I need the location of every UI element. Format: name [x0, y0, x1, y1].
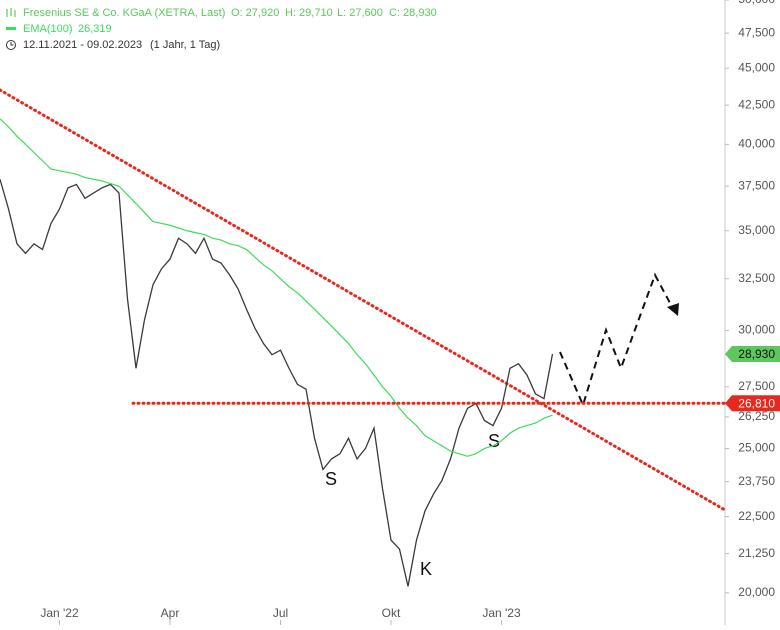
- y-tick-label: 25,000: [738, 441, 775, 455]
- period: (1 Jahr, 1 Tag): [150, 39, 220, 51]
- y-tick-label: 37,500: [738, 178, 775, 192]
- projection-arrow: [667, 303, 679, 316]
- ohlc: C: 28,930: [389, 7, 437, 19]
- x-tick-label: Okt: [382, 606, 401, 620]
- ohlc: O: 27,920: [231, 7, 279, 19]
- y-tick-label: 42,500: [738, 97, 775, 111]
- annotation: S: [488, 431, 500, 451]
- y-tick-label: 27,500: [738, 379, 775, 393]
- price-marker: [725, 345, 780, 362]
- y-tick-label: 35,000: [738, 223, 775, 237]
- x-tick-label: Jan '22: [40, 606, 79, 620]
- y-tick-label: 26,250: [738, 409, 775, 423]
- x-tick-label: Apr: [161, 606, 180, 620]
- ema-last: 26,319: [78, 23, 112, 35]
- price-marker-label: 28,930: [738, 347, 775, 361]
- x-tick-label: Jul: [273, 606, 288, 620]
- price-marker: [725, 395, 780, 412]
- annotation: S: [325, 469, 337, 489]
- series-line: [0, 179, 554, 587]
- y-tick-label: 20,000: [738, 585, 775, 599]
- y-tick-label: 40,000: [738, 137, 775, 151]
- ohlc: L: 27,600: [337, 7, 383, 19]
- header: Fresenius SE & Co. KGaA (XETRA, Last) O:…: [6, 7, 437, 51]
- series-line: [0, 118, 553, 457]
- y-tick-label: 50,000: [738, 0, 775, 6]
- y-tick-label: 23,750: [738, 474, 775, 488]
- x-tick-label: Jan '23: [482, 606, 521, 620]
- date-range: 12.11.2021 - 09.02.2023: [23, 39, 142, 51]
- series-name: Fresenius SE & Co. KGaA (XETRA, Last): [23, 7, 225, 19]
- projection: [559, 272, 671, 408]
- y-tick-label: 22,500: [738, 509, 775, 523]
- ohlc: H: 29,710: [285, 7, 333, 19]
- y-tick-label: 30,000: [738, 323, 775, 337]
- annotation: K: [420, 559, 432, 579]
- price-marker-label: 26,810: [738, 396, 775, 410]
- y-tick-label: 45,000: [738, 60, 775, 74]
- y-tick-label: 21,250: [738, 546, 775, 560]
- y-tick-label: 47,500: [738, 25, 775, 39]
- y-tick-label: 32,500: [738, 271, 775, 285]
- ema-name: EMA(100): [23, 23, 73, 35]
- trend-line: [0, 88, 727, 512]
